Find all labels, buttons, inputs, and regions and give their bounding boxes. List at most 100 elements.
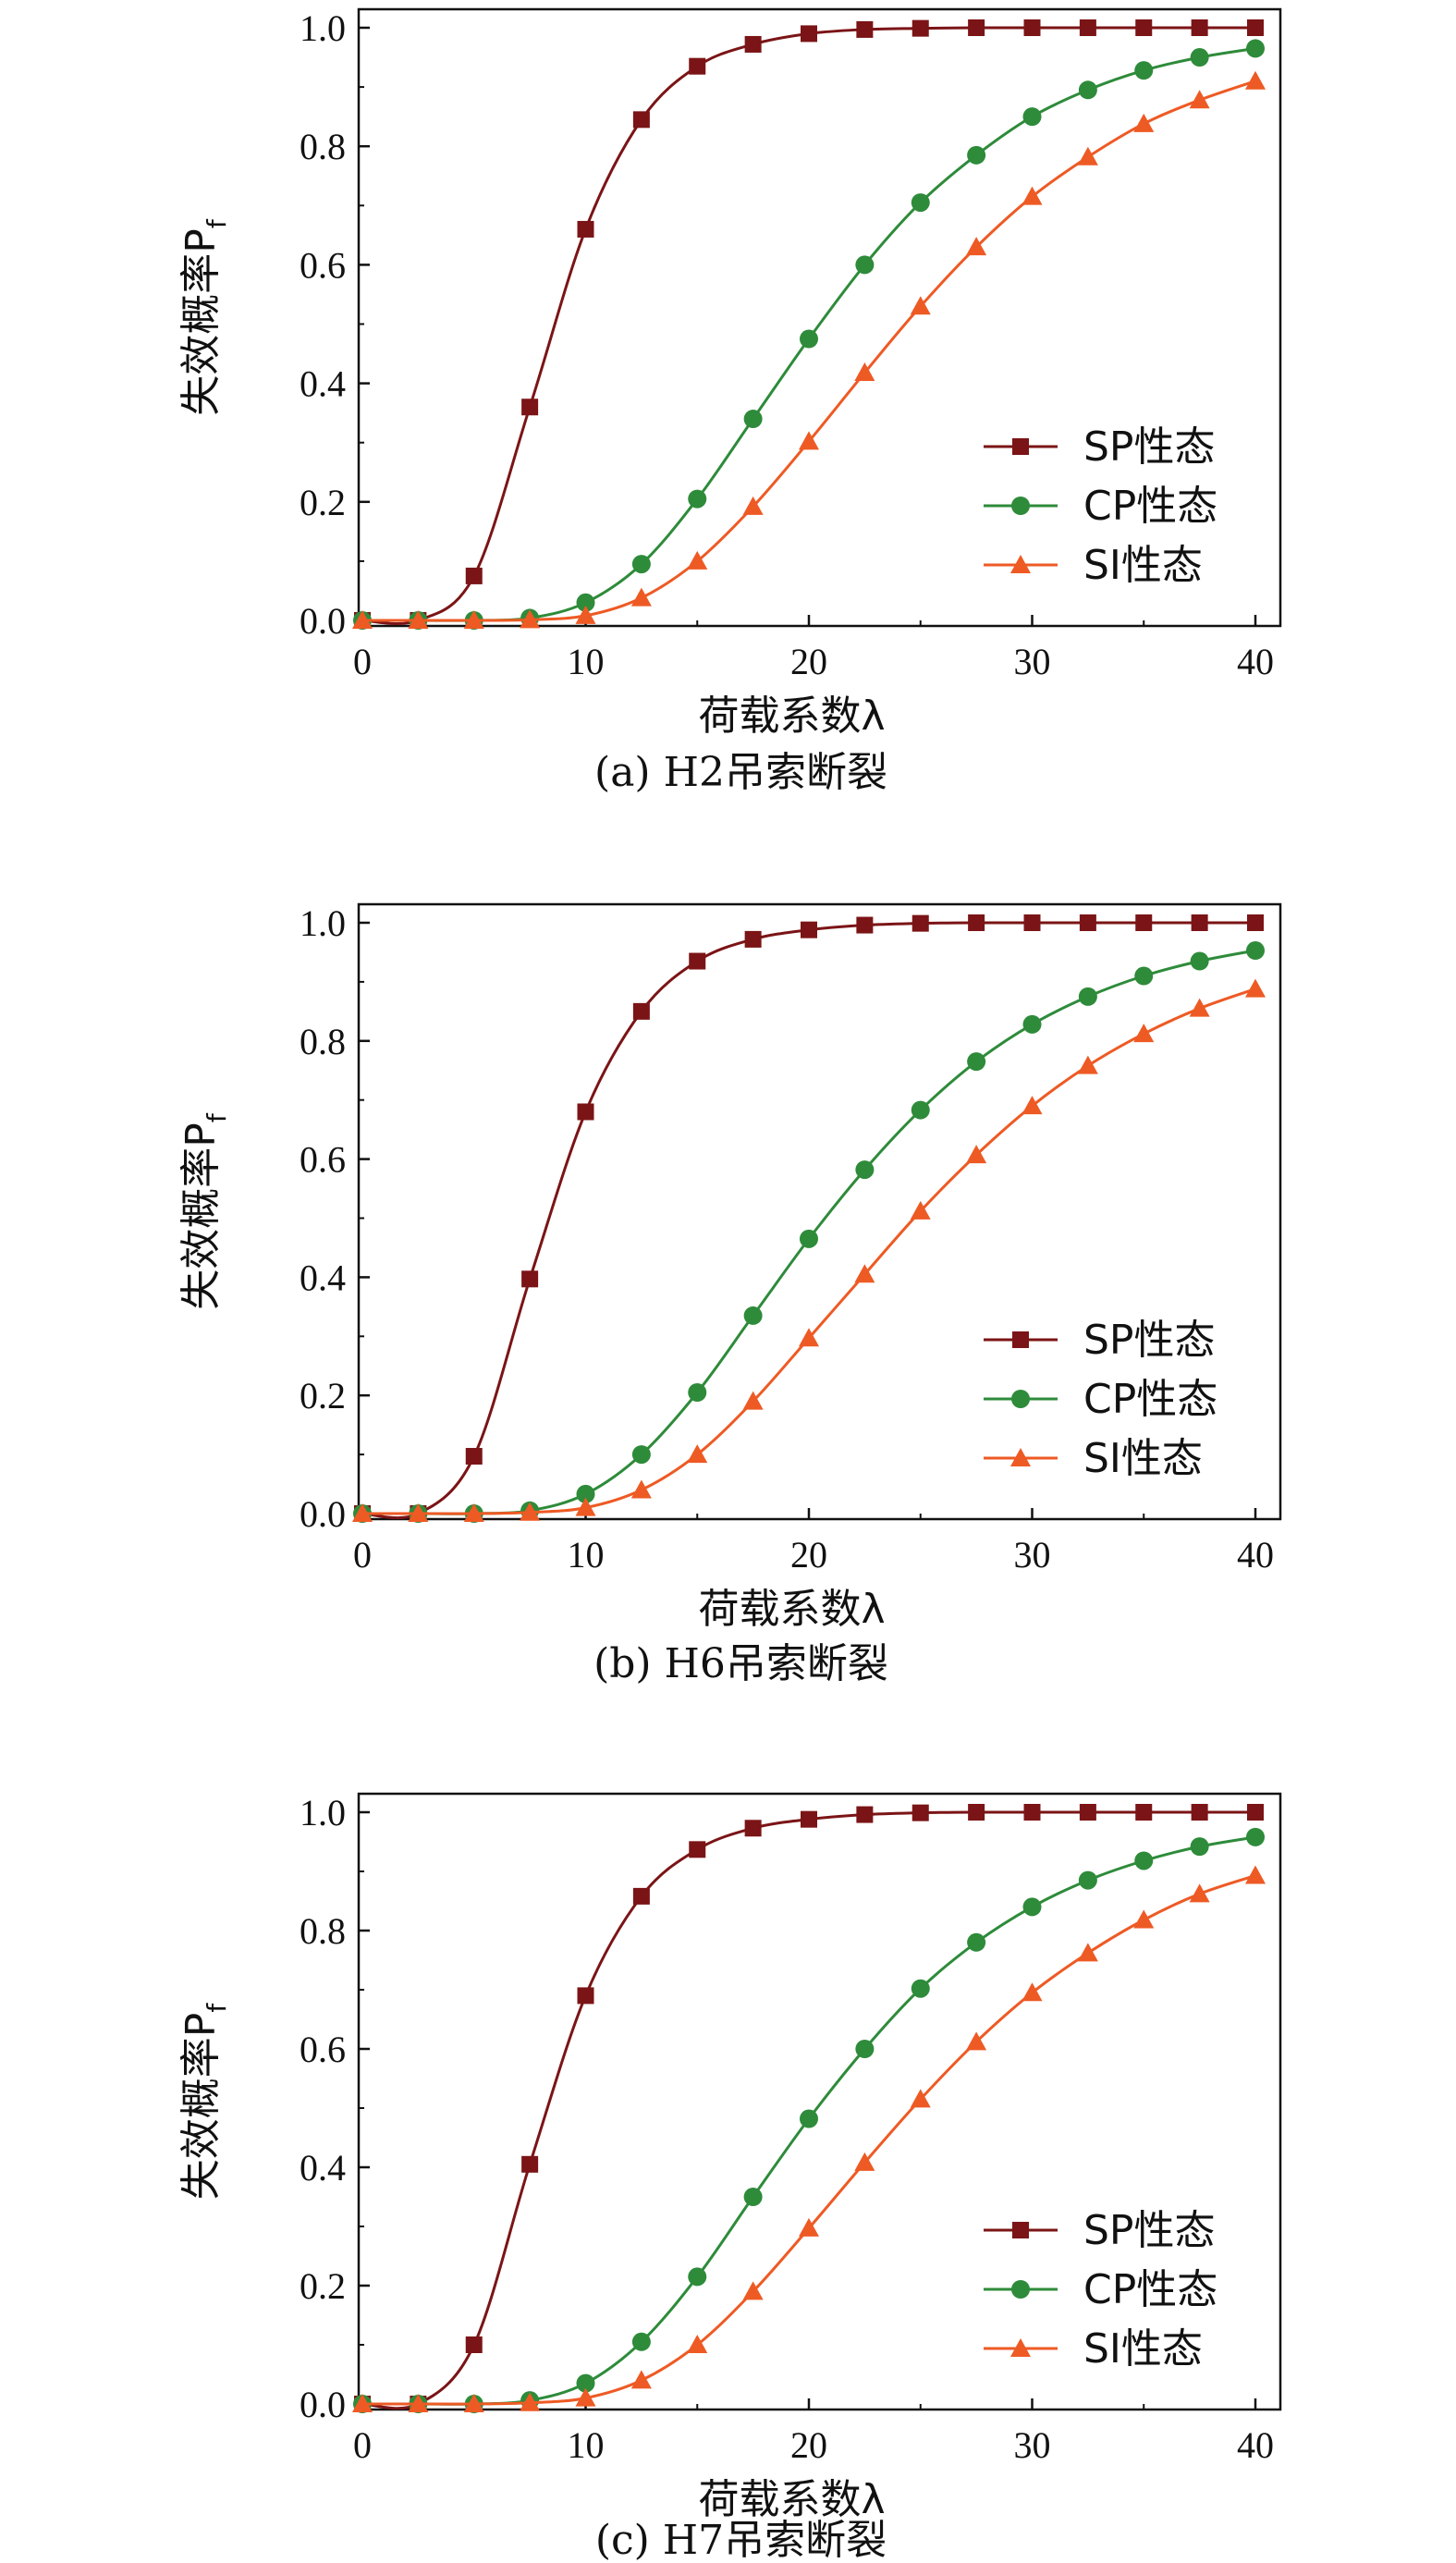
series-2-point xyxy=(688,1383,707,1403)
series-1-point xyxy=(1023,914,1041,931)
series-3-point xyxy=(910,2089,931,2108)
y-tick-label: 0.2 xyxy=(300,1375,346,1416)
y-axis-title-main: 失效概率P xyxy=(177,2013,225,2201)
series-1-point xyxy=(968,1804,985,1821)
legend-marker-3 xyxy=(1010,555,1031,573)
series-3-point xyxy=(966,237,987,256)
y-tick-label: 0.2 xyxy=(300,482,346,523)
series-3-point xyxy=(742,2281,764,2300)
series-line-3 xyxy=(362,80,1256,622)
legend-label-2: CP性态 xyxy=(1083,2266,1217,2313)
legend-label-3: SI性态 xyxy=(1083,542,1203,589)
series-3-point xyxy=(463,1503,484,1522)
series-3-point xyxy=(352,610,373,629)
series-1-point xyxy=(968,914,985,931)
series-2-point xyxy=(1022,107,1042,127)
series-1-point xyxy=(1135,1804,1153,1821)
legend-label-2: CP性态 xyxy=(1083,483,1217,530)
series-1-point xyxy=(1191,19,1208,36)
series-2-point xyxy=(576,2373,595,2393)
x-tick-label: 0 xyxy=(353,2424,372,2466)
series-2-point xyxy=(967,1052,986,1072)
series-3-point xyxy=(854,362,875,382)
x-tick-label: 20 xyxy=(790,641,827,682)
series-2-point xyxy=(1078,1870,1097,1890)
series-3-point xyxy=(1245,1865,1266,1884)
y-axis-title-subscript: f xyxy=(202,2003,232,2013)
series-1-point xyxy=(1079,914,1096,931)
panel-caption: (c) H7吊索断裂 xyxy=(595,2517,887,2563)
legend-label-1: SP性态 xyxy=(1083,1317,1215,1364)
series-3-point xyxy=(799,1328,819,1347)
series-3-point xyxy=(742,496,764,515)
series-1-point xyxy=(632,1887,650,1905)
legend-marker-2 xyxy=(1011,1390,1030,1408)
legend-label-2: CP性态 xyxy=(1083,1376,1217,1423)
x-tick-label: 10 xyxy=(568,641,605,682)
x-tick-label: 30 xyxy=(1014,2424,1051,2466)
series-1-point xyxy=(521,399,539,416)
series-2-point xyxy=(576,1484,595,1503)
series-1-point xyxy=(1023,1804,1041,1821)
series-1-point xyxy=(1135,914,1153,931)
series-1-point xyxy=(856,916,874,934)
y-tick-label: 0.8 xyxy=(300,1910,346,1952)
legend-marker-2 xyxy=(1011,497,1030,515)
series-1-point xyxy=(968,19,985,36)
x-tick-label: 10 xyxy=(568,1534,605,1576)
series-3-point xyxy=(520,1502,541,1521)
legend-label-3: SI性态 xyxy=(1083,1435,1203,1482)
series-2-point xyxy=(1246,1827,1265,1846)
series-3-point xyxy=(854,1264,875,1283)
series-3-point xyxy=(630,2370,652,2389)
series-3-point xyxy=(463,2394,484,2412)
series-1-point xyxy=(521,1270,539,1288)
x-tick-label: 0 xyxy=(353,641,372,682)
chart-panel-3: 0 10 20 30 40 0.0 0.2 0.4 0.6 0.8 1.0 荷载系数λ 失效概率Pf (c… xyxy=(177,1792,1282,2563)
series-1-point xyxy=(465,1448,483,1465)
legend-marker-2 xyxy=(1011,2280,1030,2299)
series-1-point xyxy=(801,1810,817,1828)
series-3-point xyxy=(352,1503,373,1522)
series-3-point xyxy=(687,1444,708,1464)
plot-frame xyxy=(357,7,1282,628)
y-tick-label: 0.0 xyxy=(300,1493,346,1535)
chart-panel-2: 0 10 20 30 40 0.0 0.2 0.4 0.6 0.8 1.0 荷载系数λ 失效概率Pf (b… xyxy=(177,902,1282,1687)
series-3-point xyxy=(687,2335,708,2353)
series-2-point xyxy=(1134,61,1154,80)
series-3-point xyxy=(1022,1096,1043,1115)
y-tick-label: 0.4 xyxy=(300,1257,346,1298)
series-1-point xyxy=(689,952,706,970)
series-1-point xyxy=(1023,19,1041,36)
series-3-point xyxy=(1133,1024,1155,1043)
series-3-point xyxy=(910,1200,931,1220)
series-2-point xyxy=(1022,1897,1042,1917)
series-1-point xyxy=(1247,1804,1264,1821)
series-1-point xyxy=(856,1806,874,1823)
x-axis-title: 荷载系数λ xyxy=(698,1586,885,1633)
y-axis-title-main: 失效概率P xyxy=(177,228,225,416)
x-tick-label: 0 xyxy=(353,1534,372,1576)
series-2-point xyxy=(1078,80,1097,100)
x-tick-label: 10 xyxy=(568,2424,605,2466)
series-3-point xyxy=(966,2031,987,2051)
y-tick-label: 0.0 xyxy=(300,2384,346,2425)
series-2-point xyxy=(688,2267,707,2287)
series-3-point xyxy=(1022,1982,1043,2002)
series-2-point xyxy=(1190,951,1209,971)
series-3-point xyxy=(1077,1943,1098,1962)
y-axis-title-subscript: f xyxy=(202,218,232,228)
series-3-point xyxy=(687,550,708,570)
legend-label-1: SP性态 xyxy=(1083,2207,1215,2254)
series-3-point xyxy=(408,2394,429,2412)
series-2-point xyxy=(1190,48,1209,67)
series-2-point xyxy=(631,2332,651,2351)
y-tick-label: 0.2 xyxy=(300,2265,346,2307)
series-2-point xyxy=(967,1932,986,1952)
series-3-point xyxy=(520,2392,541,2411)
series-3-point xyxy=(1189,1883,1210,1903)
series-3-point xyxy=(1022,186,1043,205)
x-tick-label: 20 xyxy=(790,2424,827,2466)
legend-label-3: SI性态 xyxy=(1083,2325,1203,2373)
series-1-point xyxy=(1247,914,1264,931)
